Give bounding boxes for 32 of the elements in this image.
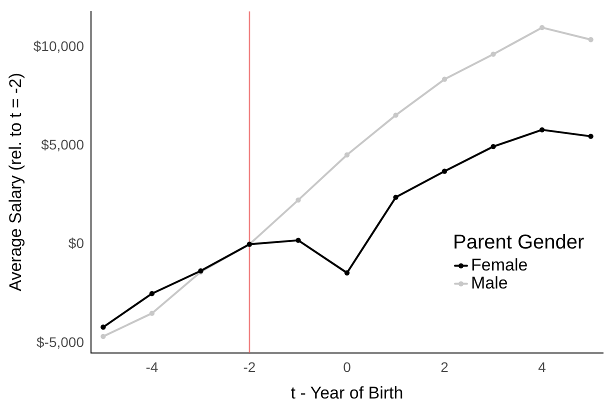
point [588, 37, 594, 42]
point [344, 270, 350, 276]
y-axis-title: Average Salary (rel. to t = -2) [6, 72, 25, 292]
point [442, 76, 448, 82]
point [296, 197, 301, 203]
point [442, 168, 448, 174]
point [393, 194, 398, 200]
point [149, 291, 155, 296]
point [539, 24, 545, 30]
point [149, 310, 155, 316]
point [490, 144, 496, 150]
x-tick-label: 4 [538, 359, 546, 376]
x-tick-label: -2 [243, 359, 256, 376]
legend-label: Male [471, 273, 508, 292]
y-tick-label: $-5,000 [36, 334, 84, 350]
y-tick-label: $10,000 [33, 38, 84, 54]
x-tick-label: -4 [146, 359, 158, 376]
point [296, 238, 301, 243]
y-tick-label: $0 [68, 235, 84, 252]
point [100, 334, 106, 340]
point [100, 324, 106, 330]
x-axis-title: t - Year of Birth [290, 383, 404, 402]
legend-title: Parent Gender [453, 231, 585, 254]
x-tick-label: 2 [440, 359, 449, 376]
point [490, 52, 496, 57]
legend-label: Female [471, 255, 528, 274]
point [344, 152, 350, 158]
point [393, 112, 398, 118]
x-tick-label: 0 [343, 359, 352, 376]
point [539, 127, 545, 132]
point [588, 134, 594, 139]
y-tick-label: $5,000 [41, 136, 84, 152]
